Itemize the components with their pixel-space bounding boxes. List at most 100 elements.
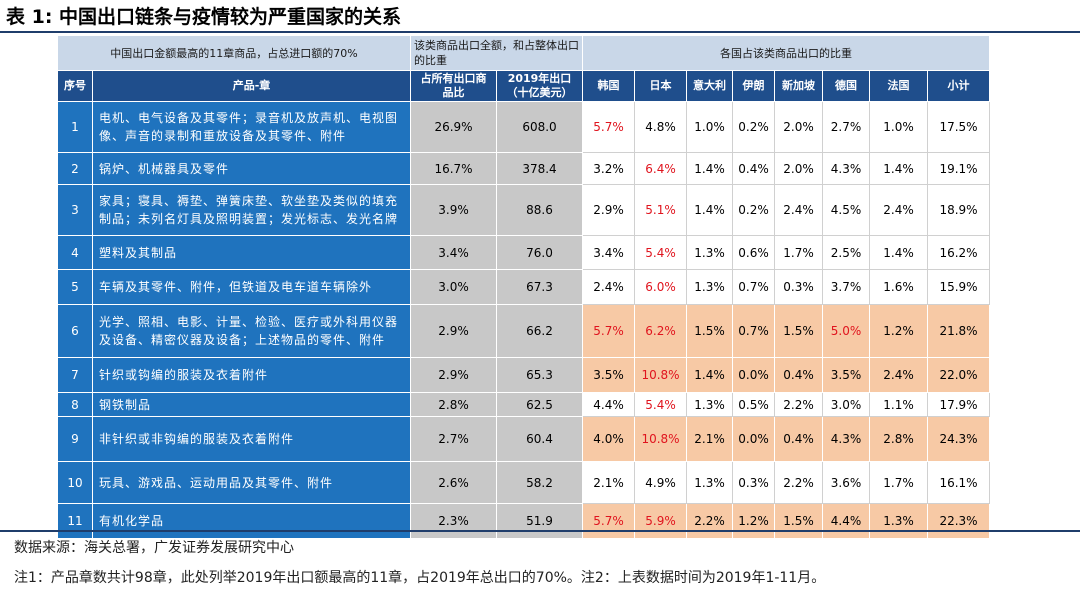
row-share: 26.9% [410,101,497,153]
row-japan-share: 6.0% [634,269,687,305]
row-iran-share: 0.3% [732,461,775,504]
row-france-share: 1.1% [869,392,928,417]
table-row: 8 钢铁制品 2.8% 62.5 4.4% 5.4% 1.3% 0.5% 2.2% 3.0% 1.1… [57,392,990,417]
row-france-share: 2.4% [869,184,928,236]
col-header-product: 产品-章 [92,70,411,102]
row-product: 光学、照相、电影、计量、检验、医疗或外科用仪器及设备、精密仪器及设备；上述物品的… [92,304,411,358]
row-japan-share: 6.2% [634,304,687,358]
row-france-share: 1.3% [869,503,928,539]
row-japan-share: 5.4% [634,235,687,270]
table-row: 11 有机化学品 2.3% 51.9 5.7% 5.9% 2.2% 1.2% 1.5% 4.4% 1… [57,503,990,539]
row-subtotal-share: 17.9% [927,392,990,417]
table-row: 4 塑料及其制品 3.4% 76.0 3.4% 5.4% 1.3% 0.6% 1.7% 2.5% 1… [57,235,990,270]
row-index: 1 [57,101,93,153]
row-singapore-share: 1.7% [774,235,823,270]
row-iran-share: 0.7% [732,304,775,358]
table-body: 1 电机、电气设备及其零件；录音机及放声机、电视图像、声音的录制和重放设备及其零件… [57,101,990,539]
row-singapore-share: 0.3% [774,269,823,305]
row-share: 2.9% [410,304,497,358]
row-germany-share: 3.7% [822,269,870,305]
row-share: 3.0% [410,269,497,305]
row-export: 67.3 [496,269,583,305]
row-korea-share: 2.1% [582,461,635,504]
row-italy-share: 1.3% [686,235,733,270]
row-japan-share: 10.8% [634,416,687,462]
row-france-share: 2.8% [869,416,928,462]
row-iran-share: 0.2% [732,101,775,153]
col-header-iran: 伊朗 [732,70,775,102]
source-note: 数据来源：海关总署，广发证券发展研究中心 [14,540,294,556]
row-product: 车辆及其零件、附件，但铁道及电车道车辆除外 [92,269,411,305]
table-row: 10 玩具、游戏品、运动用品及其零件、附件 2.6% 58.2 2.1% 4.9% 1.3%… [57,461,990,504]
table-row: 3 家具；寝具、褥垫、弹簧床垫、软坐垫及类似的填充制品；未列名灯具及照明装置；发光… [57,184,990,236]
row-iran-share: 0.4% [732,152,775,185]
row-product: 针织或钩编的服装及衣着附件 [92,357,411,393]
row-korea-share: 3.2% [582,152,635,185]
row-share: 3.9% [410,184,497,236]
header-group-left: 中国出口金额最高的11章商品，占总进口额的70% [57,35,411,71]
row-share: 16.7% [410,152,497,185]
table-row: 6 光学、照相、电影、计量、检验、医疗或外科用仪器及设备、精密仪器及设备；上述物品… [57,304,990,358]
row-export: 60.4 [496,416,583,462]
row-germany-share: 4.3% [822,152,870,185]
col-header-italy: 意大利 [686,70,733,102]
row-subtotal-share: 16.1% [927,461,990,504]
row-iran-share: 0.2% [732,184,775,236]
row-france-share: 1.6% [869,269,928,305]
row-share: 2.9% [410,357,497,393]
row-korea-share: 5.7% [582,304,635,358]
row-italy-share: 1.0% [686,101,733,153]
row-singapore-share: 2.4% [774,184,823,236]
col-header-singapore: 新加坡 [774,70,823,102]
footnote: 注1：产品章数共计98章，此处列举2019年出口额最高的11章，占2019年总出… [14,570,826,586]
row-singapore-share: 2.0% [774,152,823,185]
row-singapore-share: 1.5% [774,304,823,358]
table-row: 5 车辆及其零件、附件，但铁道及电车道车辆除外 3.0% 67.3 2.4% 6.0% 1.… [57,269,990,305]
header-group-mid: 该类商品出口全额，和占整体出口的比重 [410,35,583,71]
row-japan-share: 4.9% [634,461,687,504]
row-index: 5 [57,269,93,305]
header-group-right: 各国占该类商品出口的比重 [582,35,990,71]
row-korea-share: 5.7% [582,503,635,539]
row-france-share: 2.4% [869,357,928,393]
row-korea-share: 3.4% [582,235,635,270]
row-japan-share: 5.4% [634,392,687,417]
row-index: 11 [57,503,93,539]
row-germany-share: 2.7% [822,101,870,153]
row-france-share: 1.4% [869,152,928,185]
row-share: 2.3% [410,503,497,539]
row-france-share: 1.7% [869,461,928,504]
row-export: 65.3 [496,357,583,393]
row-korea-share: 3.5% [582,357,635,393]
row-italy-share: 2.1% [686,416,733,462]
row-iran-share: 1.2% [732,503,775,539]
row-singapore-share: 2.2% [774,461,823,504]
row-index: 6 [57,304,93,358]
row-export: 51.9 [496,503,583,539]
row-iran-share: 0.7% [732,269,775,305]
export-table: 中国出口金额最高的11章商品，占总进口额的70% 该类商品出口全额，和占整体出口… [57,35,990,539]
row-japan-share: 5.9% [634,503,687,539]
row-index: 2 [57,152,93,185]
row-korea-share: 2.4% [582,269,635,305]
row-index: 4 [57,235,93,270]
row-export: 66.2 [496,304,583,358]
row-subtotal-share: 17.5% [927,101,990,153]
row-singapore-share: 2.2% [774,392,823,417]
row-iran-share: 0.0% [732,416,775,462]
row-italy-share: 1.3% [686,461,733,504]
row-export: 608.0 [496,101,583,153]
row-product: 锅炉、机械器具及零件 [92,152,411,185]
row-iran-share: 0.0% [732,357,775,393]
row-italy-share: 1.4% [686,184,733,236]
row-singapore-share: 1.5% [774,503,823,539]
row-singapore-share: 0.4% [774,357,823,393]
table-row: 1 电机、电气设备及其零件；录音机及放声机、电视图像、声音的录制和重放设备及其零件… [57,101,990,153]
row-germany-share: 4.5% [822,184,870,236]
row-product: 玩具、游戏品、运动用品及其零件、附件 [92,461,411,504]
row-japan-share: 4.8% [634,101,687,153]
row-korea-share: 4.4% [582,392,635,417]
row-italy-share: 1.3% [686,392,733,417]
col-header-share: 占所有出口商品比 [410,70,497,102]
row-korea-share: 5.7% [582,101,635,153]
